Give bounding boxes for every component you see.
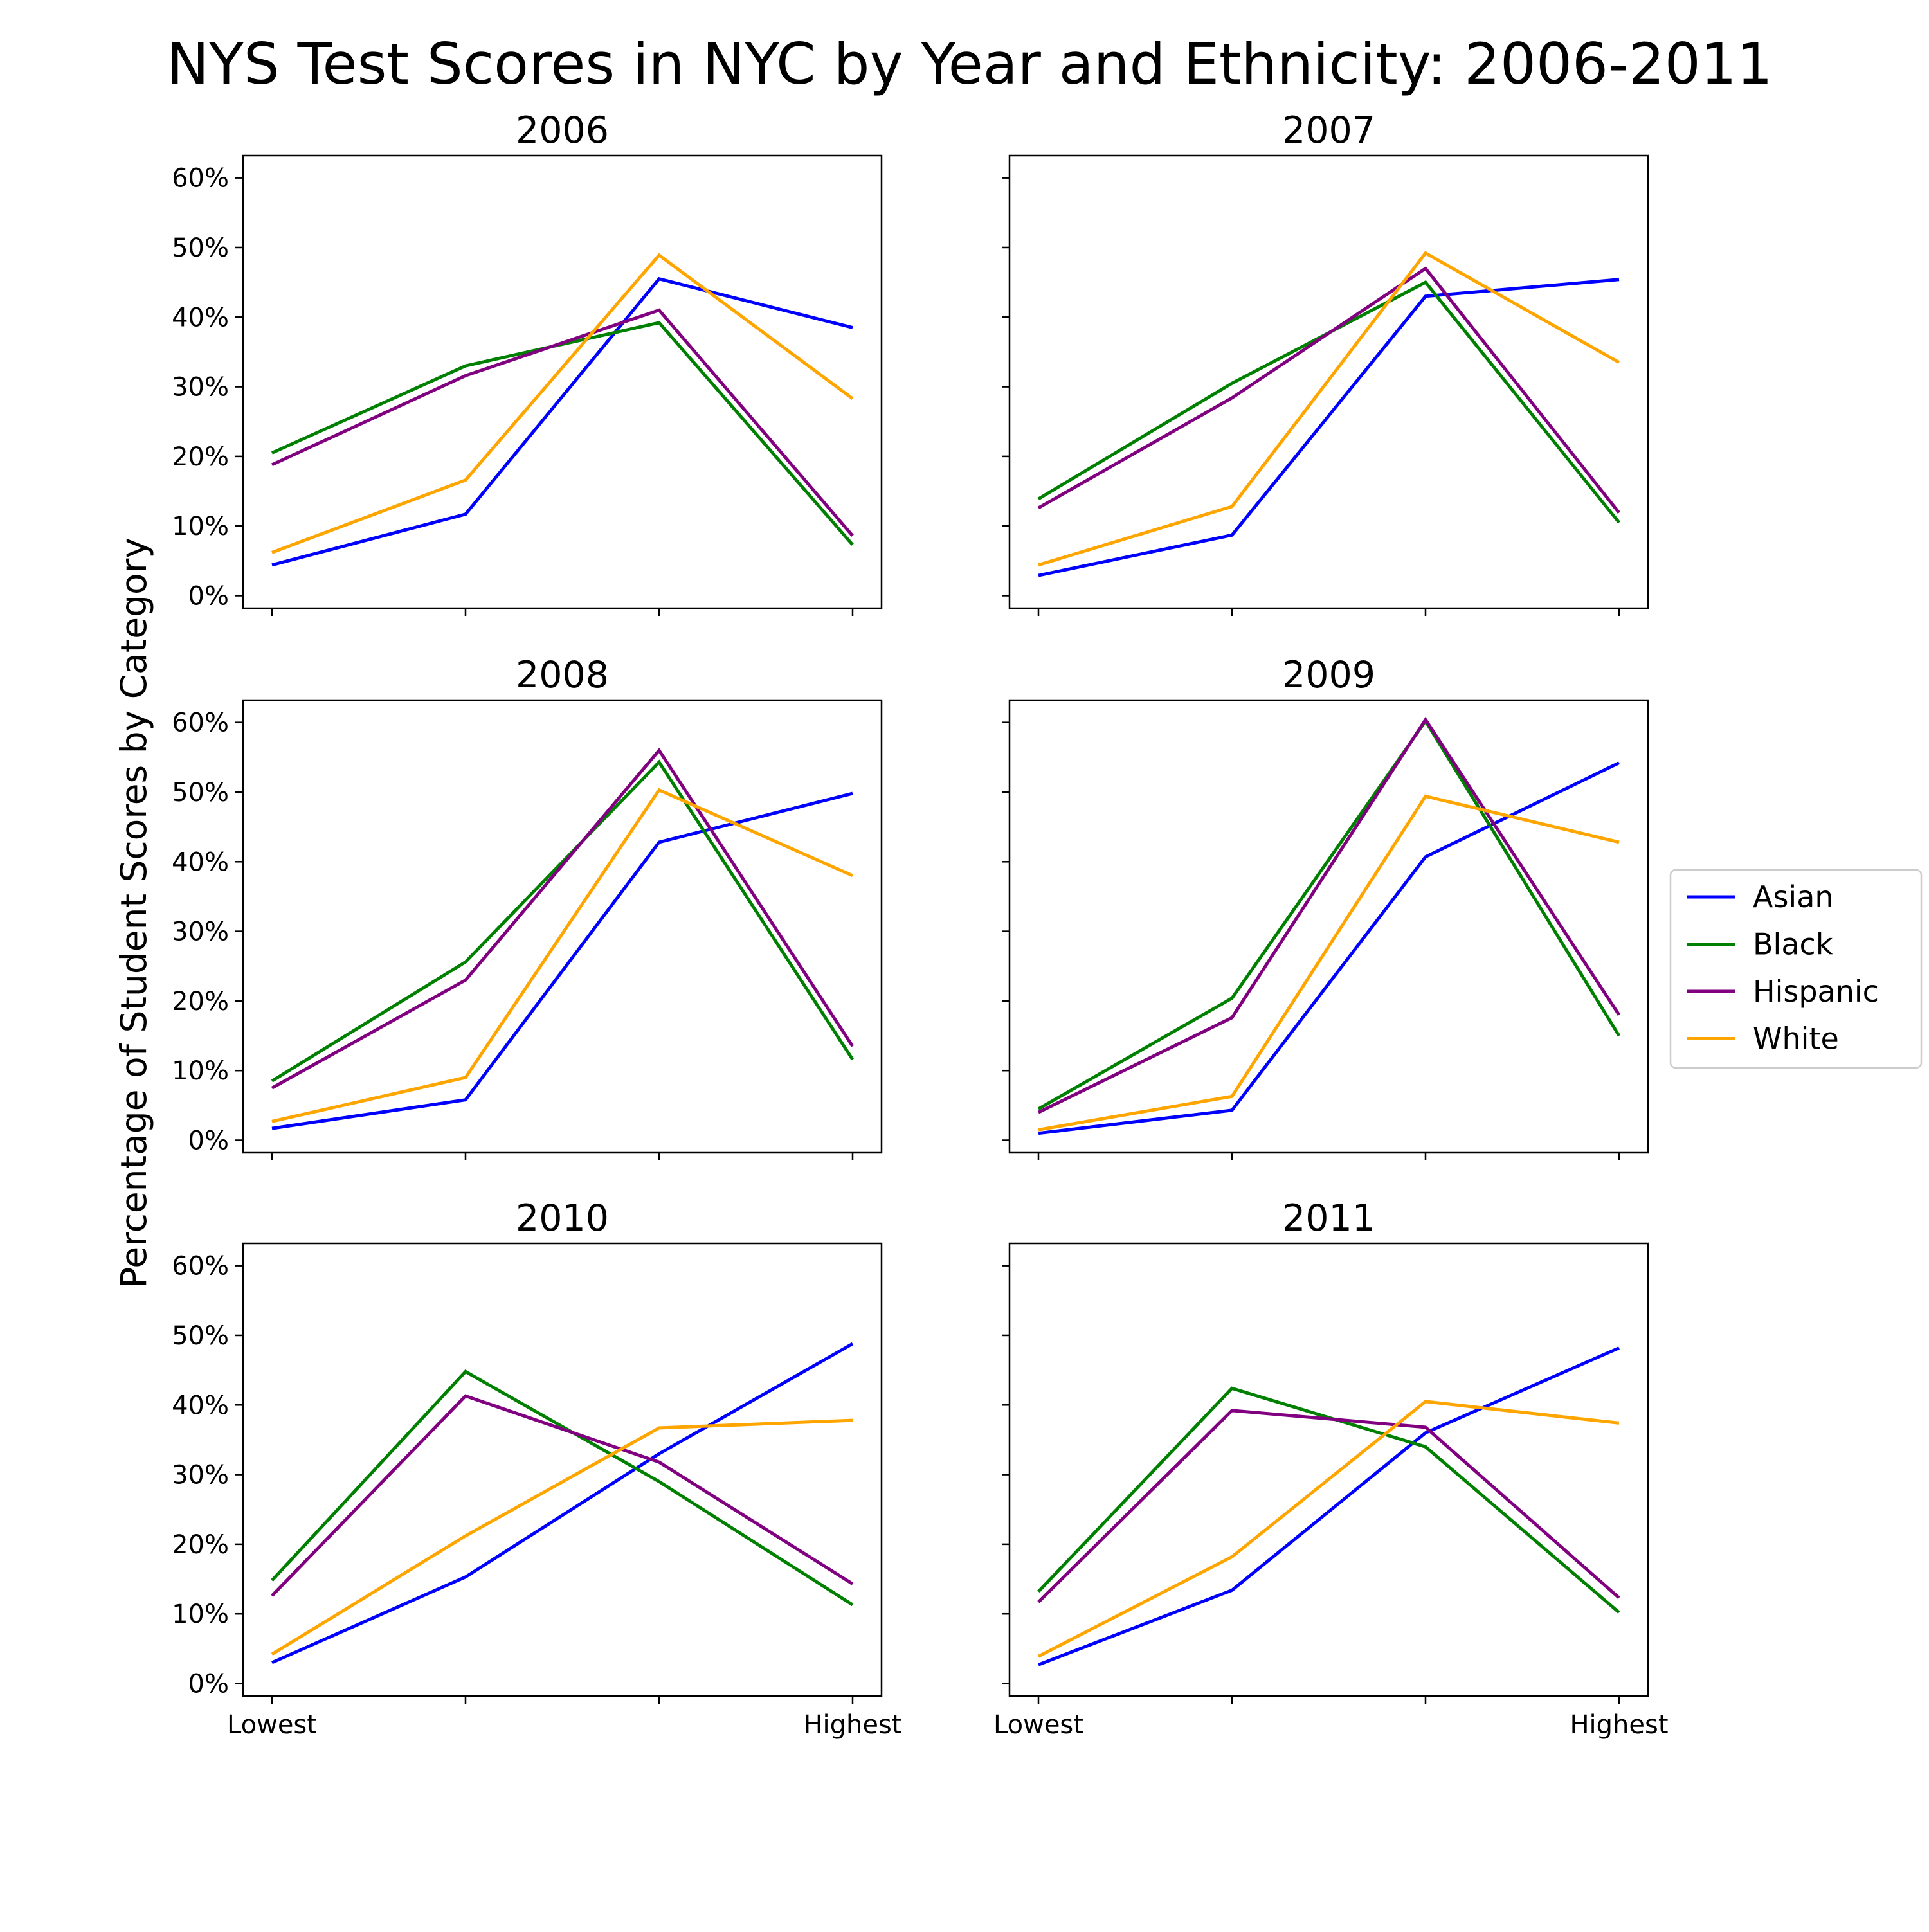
plot-frame xyxy=(242,699,883,1154)
y-tick-label: 30% xyxy=(172,1461,229,1490)
panel-title: 2007 xyxy=(1282,109,1375,152)
y-tick-label: 20% xyxy=(172,987,229,1016)
y-tick-label: 0% xyxy=(188,582,229,611)
series-line-hispanic xyxy=(1037,716,1621,1114)
panel-title: 2006 xyxy=(516,109,609,152)
plot-frame xyxy=(1008,699,1649,1154)
panel-title: 2010 xyxy=(516,1197,609,1240)
y-tick-label: 50% xyxy=(172,1321,229,1351)
y-tick-label: 30% xyxy=(172,373,229,402)
series-line-white xyxy=(271,788,854,1123)
y-tick-label: 30% xyxy=(172,917,229,947)
series-line-asian xyxy=(271,791,853,1130)
series-line-hispanic xyxy=(1037,266,1620,514)
series-line-white xyxy=(1037,1400,1620,1658)
legend-label-white: White xyxy=(1753,1022,1839,1056)
legend-label-black: Black xyxy=(1753,927,1833,962)
plot-frame xyxy=(242,154,883,609)
panel-title: 2011 xyxy=(1282,1197,1375,1240)
series-line-hispanic xyxy=(271,1394,854,1597)
series-line-white xyxy=(271,253,854,554)
legend-label-hispanic: Hispanic xyxy=(1753,974,1879,1009)
panel-2007: 2007 xyxy=(1002,109,1649,616)
series-line-asian xyxy=(1038,1346,1620,1666)
series-line-asian xyxy=(1038,761,1620,1135)
panel-2006: 2006 0% 10% 20% 30% 40% 50% 60% xyxy=(172,109,883,616)
series-line-black xyxy=(271,759,855,1083)
series-line-hispanic xyxy=(271,308,854,537)
x-tick-label: Highest xyxy=(1570,1710,1668,1740)
series-line-white xyxy=(271,1418,853,1656)
panel-2010: 2010 0% 10% 20% 30% 40% 50% 60% Lowest Highest xyxy=(172,1197,901,1740)
series-line-hispanic xyxy=(1037,1409,1620,1603)
legend-box xyxy=(1669,869,1923,1069)
legend: Asian Black Hispanic White xyxy=(1669,869,1923,1069)
x-tick-label: Lowest xyxy=(993,1710,1083,1740)
series-line-white xyxy=(1038,794,1620,1132)
y-tick-label: 0% xyxy=(188,1670,229,1699)
y-tick-label: 10% xyxy=(172,1600,229,1629)
plot-frame xyxy=(1008,154,1649,609)
series-line-hispanic xyxy=(271,747,855,1090)
series-line-black xyxy=(1037,1386,1620,1614)
y-tick-label: 50% xyxy=(172,233,229,263)
y-tick-label: 20% xyxy=(172,1530,229,1560)
panel-2011: 2011 Lowest Highest xyxy=(993,1197,1668,1740)
series-line-asian xyxy=(271,1342,854,1665)
y-tick-label: 40% xyxy=(172,1391,229,1420)
y-tick-label: 50% xyxy=(172,778,229,808)
panel-2008: 2008 0% 10% 20% 30% 40% 50% 60% xyxy=(172,654,883,1160)
series-line-black xyxy=(1037,718,1621,1110)
series-line-asian xyxy=(1038,278,1620,577)
plot-frame xyxy=(242,1242,883,1697)
series-line-white xyxy=(1038,251,1620,567)
y-tick-label: 10% xyxy=(172,512,229,541)
y-tick-label: 20% xyxy=(172,442,229,472)
y-tick-label: 40% xyxy=(172,303,229,332)
panel-title: 2008 xyxy=(516,654,609,696)
x-tick-label: Highest xyxy=(803,1710,901,1740)
series-line-asian xyxy=(271,276,853,567)
panel-2009: 2009 xyxy=(1002,654,1649,1160)
series-line-black xyxy=(271,1369,854,1607)
plot-frame xyxy=(1008,1242,1649,1697)
y-tick-label: 10% xyxy=(172,1056,229,1086)
y-tick-label: 60% xyxy=(172,164,229,194)
y-tick-label: 40% xyxy=(172,847,229,877)
y-tick-label: 0% xyxy=(188,1126,229,1156)
y-tick-label: 60% xyxy=(172,709,229,738)
chart-title: NYS Test Scores in NYC by Year and Ethni… xyxy=(167,31,1772,97)
x-tick-label: Lowest xyxy=(227,1710,317,1740)
legend-label-asian: Asian xyxy=(1753,880,1834,914)
y-axis-label: Percentage of Student Scores by Category xyxy=(113,537,154,1288)
panel-title: 2009 xyxy=(1282,654,1375,696)
y-tick-label: 60% xyxy=(172,1252,229,1281)
panels-layer: 2006 0% 10% 20% 30% 40% 50% 60% 2007 2008 0% 10% 20%… xyxy=(172,109,1668,1740)
